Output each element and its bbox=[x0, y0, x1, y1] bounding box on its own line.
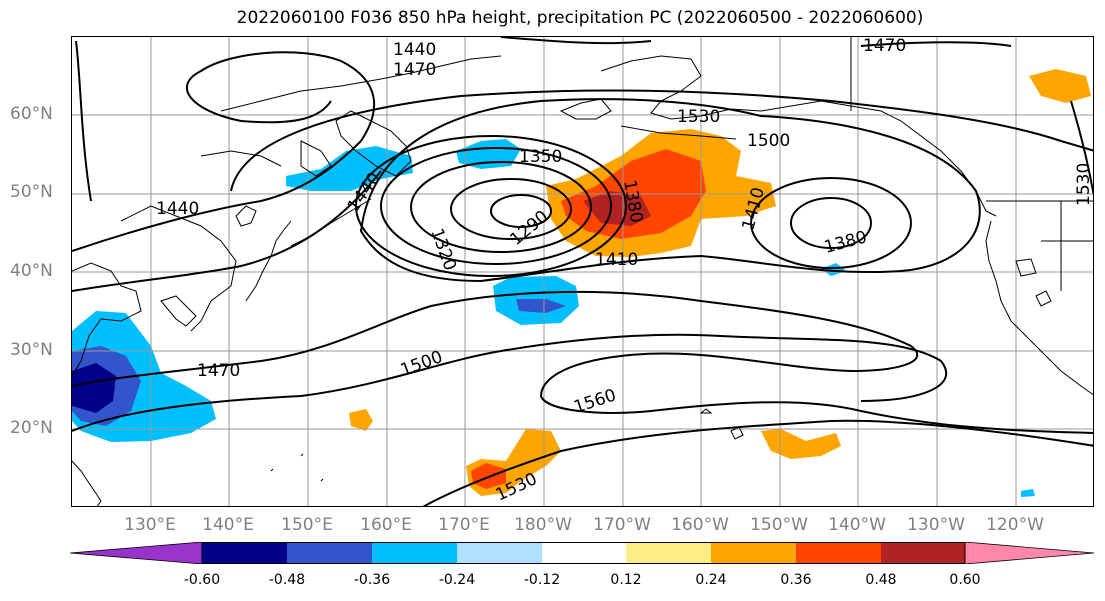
colorbar-segment bbox=[287, 542, 372, 564]
contour-label: 1500 bbox=[398, 347, 445, 381]
colorbar-tick: 0.48 bbox=[865, 572, 897, 588]
contour-label: 1530 bbox=[677, 107, 720, 127]
colorbar-tick: -0.48 bbox=[268, 572, 306, 588]
precip-positive-area bbox=[761, 429, 841, 459]
contour-label: 1320 bbox=[426, 226, 460, 273]
map-title: 2022060100 F036 850 hPa height, precipit… bbox=[236, 8, 924, 28]
contour-label: 1440 bbox=[393, 40, 436, 60]
precip-negative-area bbox=[72, 363, 116, 413]
contour-label: 1380 bbox=[822, 227, 869, 258]
colorbar-segment bbox=[542, 542, 626, 564]
precip-positive-area bbox=[1029, 69, 1091, 103]
lon-label: 140°W bbox=[828, 515, 886, 535]
colorbar-tick: -0.36 bbox=[353, 572, 391, 588]
map-svg: 1440 1470 1470 1530 1500 1350 1440 1320 … bbox=[72, 37, 1094, 506]
lon-label: 160°W bbox=[671, 515, 729, 535]
map-panel: 1440 1470 1470 1530 1500 1350 1440 1320 … bbox=[71, 36, 1094, 507]
coastlines bbox=[72, 37, 1093, 506]
colorbar-tick: 0.24 bbox=[695, 572, 727, 588]
contour-label: 1470 bbox=[197, 361, 240, 381]
colorbar-segment bbox=[796, 542, 881, 564]
lon-label: 130°E bbox=[124, 515, 176, 535]
precip-negative-area bbox=[516, 299, 566, 313]
precip-positive-area bbox=[583, 191, 651, 226]
colorbar-tick: -0.12 bbox=[523, 572, 561, 588]
colorbar-tick: 0.60 bbox=[949, 572, 981, 588]
precip-positive-area bbox=[349, 409, 373, 431]
lon-label: 140°E bbox=[202, 515, 254, 535]
graticule bbox=[72, 37, 1093, 506]
contour-label: 1470 bbox=[393, 60, 436, 80]
colorbar-segment bbox=[457, 542, 542, 564]
lat-label: 20°N bbox=[10, 418, 53, 438]
colorbar-segment bbox=[626, 542, 711, 564]
contour-label: 1440 bbox=[156, 199, 199, 219]
lon-label: 170°W bbox=[593, 515, 651, 535]
lon-label: 150°W bbox=[750, 515, 808, 535]
lon-label: 180°W bbox=[514, 515, 572, 535]
precip-shading bbox=[72, 69, 1091, 497]
colorbar bbox=[69, 541, 1095, 565]
contour-label: 1500 bbox=[747, 131, 790, 151]
lat-label: 40°N bbox=[10, 261, 53, 281]
lat-label: 50°N bbox=[10, 182, 53, 202]
contour-label: 1290 bbox=[506, 207, 552, 250]
precip-negative-area bbox=[286, 146, 413, 191]
lon-label: 170°E bbox=[438, 515, 490, 535]
height-contours bbox=[72, 37, 1093, 506]
lon-label: 160°E bbox=[360, 515, 412, 535]
lon-label: 130°W bbox=[907, 515, 965, 535]
contour-label: 1530 bbox=[1074, 163, 1094, 206]
colorbar-segment bbox=[964, 541, 1095, 565]
colorbar-tick: -0.24 bbox=[438, 572, 476, 588]
colorbar-segment bbox=[69, 541, 203, 565]
contour-label: 1410 bbox=[595, 250, 638, 270]
colorbar-tick: -0.60 bbox=[183, 572, 221, 588]
colorbar-svg bbox=[69, 541, 1095, 565]
lat-label: 30°N bbox=[10, 340, 53, 360]
contour-labels: 1440 1470 1470 1530 1500 1350 1440 1320 … bbox=[156, 37, 1094, 506]
colorbar-segment bbox=[372, 542, 457, 564]
lat-label: 60°N bbox=[10, 104, 53, 124]
contour-label: 1470 bbox=[863, 37, 906, 56]
colorbar-segment bbox=[881, 542, 965, 564]
lon-label: 150°E bbox=[281, 515, 333, 535]
precip-negative-area bbox=[821, 263, 846, 276]
contour-label: 1350 bbox=[519, 147, 562, 167]
colorbar-segment bbox=[202, 542, 287, 564]
precip-negative-area bbox=[1021, 489, 1035, 497]
lon-label: 120°W bbox=[986, 515, 1044, 535]
colorbar-tick: 0.12 bbox=[610, 572, 642, 588]
colorbar-tick: 0.36 bbox=[780, 572, 812, 588]
colorbar-segment bbox=[711, 542, 796, 564]
